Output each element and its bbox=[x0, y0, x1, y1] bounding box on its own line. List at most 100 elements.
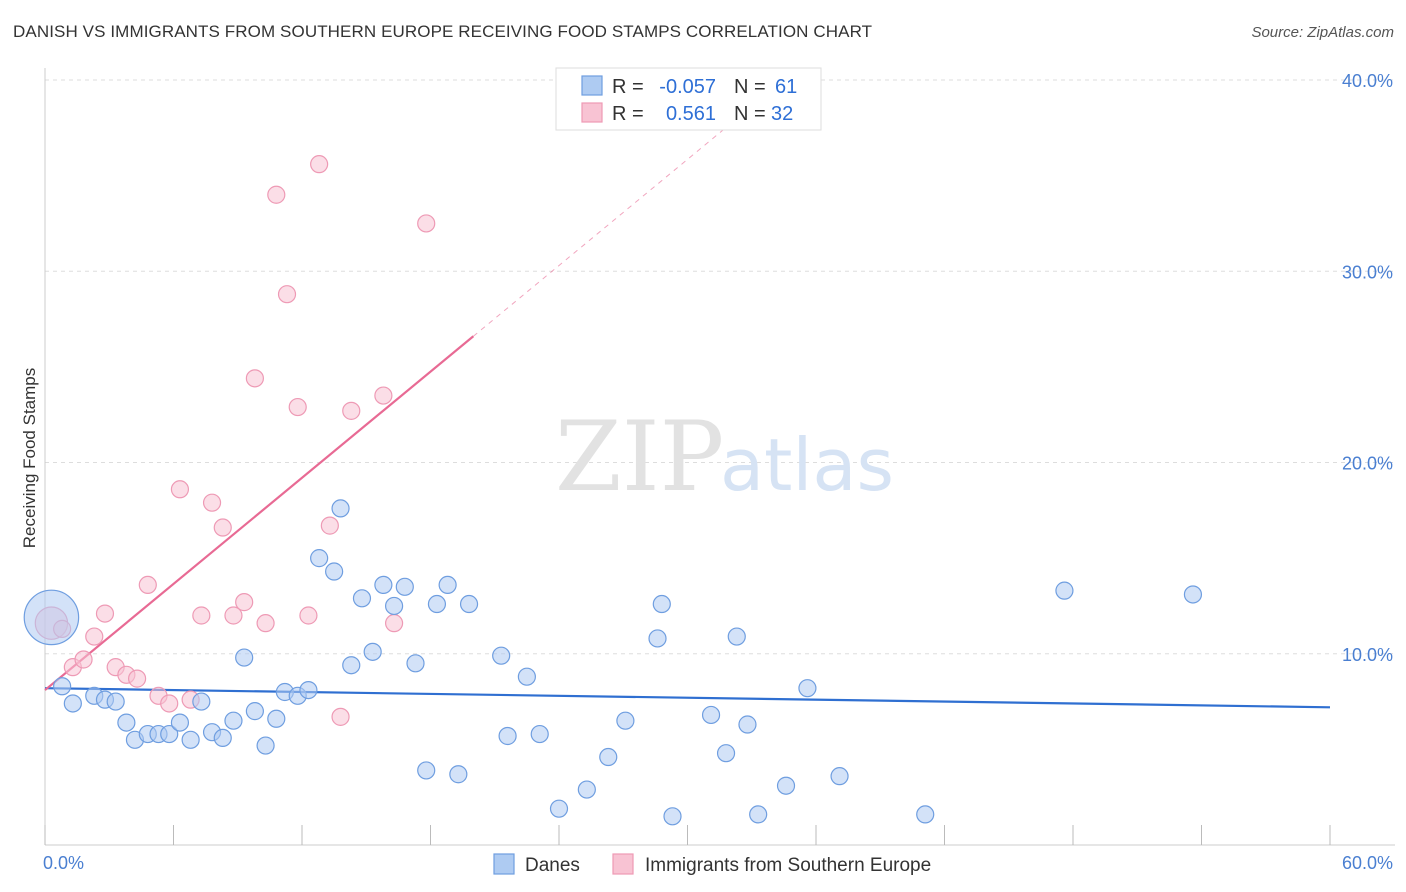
imm-point-16 bbox=[213, 518, 232, 537]
y-axis-label: Receiving Food Stamps bbox=[20, 368, 39, 548]
imm-point-18 bbox=[235, 593, 254, 612]
stats-n-label-1: N = bbox=[734, 76, 766, 98]
watermark-atlas: atlas bbox=[720, 423, 894, 507]
imm-point-17 bbox=[224, 606, 243, 625]
danes-point-18 bbox=[245, 702, 264, 721]
imm-point-28 bbox=[342, 401, 361, 420]
danes-point-19 bbox=[256, 736, 275, 755]
y-tick-label-0: 10.0% bbox=[1342, 645, 1393, 665]
danes-point-57 bbox=[830, 767, 849, 786]
axes bbox=[44, 68, 1395, 846]
stats-r-value-2: 0.561 bbox=[666, 103, 716, 125]
danes-point-1 bbox=[53, 677, 72, 696]
danes-point-44 bbox=[577, 780, 596, 799]
danes-point-35 bbox=[427, 594, 447, 614]
imm-point-21 bbox=[267, 185, 286, 204]
danes-point-2 bbox=[63, 694, 82, 713]
stats-n-label-2: N = bbox=[734, 103, 766, 125]
x-tick-label-0: 0.0% bbox=[43, 853, 84, 873]
danes-point-11 bbox=[170, 713, 190, 732]
imm-point-12 bbox=[170, 480, 190, 499]
imm-point-19 bbox=[245, 369, 264, 388]
legend-imm-label: Immigrants from Southern Europe bbox=[645, 855, 931, 876]
imm-trend-extension bbox=[473, 97, 763, 337]
danes-point-47 bbox=[648, 629, 667, 648]
imm-point-27 bbox=[331, 707, 350, 726]
danes-point-17 bbox=[235, 648, 254, 667]
danes-point-42 bbox=[530, 724, 549, 744]
x-tick-labels: 0.0% 60.0% bbox=[43, 853, 1393, 873]
danes-point-30 bbox=[374, 575, 393, 595]
danes-point-34 bbox=[417, 761, 436, 780]
legend-danes-swatch bbox=[493, 853, 515, 875]
stats-n-value-1: 61 bbox=[775, 76, 797, 98]
danes-point-23 bbox=[299, 680, 318, 700]
danes-point-33 bbox=[406, 654, 425, 673]
danes-point-20 bbox=[267, 709, 286, 728]
imm-point-8 bbox=[127, 669, 147, 688]
imm-point-22 bbox=[277, 285, 297, 304]
imm-point-4 bbox=[85, 627, 104, 646]
watermark: ZIP atlas bbox=[555, 401, 894, 513]
danes-point-51 bbox=[716, 744, 736, 763]
danes-trend-line bbox=[44, 687, 1331, 709]
danes-point-40 bbox=[498, 726, 517, 746]
imm-point-29 bbox=[374, 386, 393, 405]
danes-point-58 bbox=[916, 805, 935, 824]
danes-point-27 bbox=[342, 656, 361, 675]
x-tick-label-1: 60.0% bbox=[1342, 853, 1393, 873]
imm-point-23 bbox=[288, 397, 307, 417]
danes-point-15 bbox=[213, 728, 232, 748]
bottom-legend: Danes Immigrants from Southern Europe bbox=[493, 853, 931, 876]
danes-point-54 bbox=[749, 805, 768, 824]
chart-title: DANISH VS IMMIGRANTS FROM SOUTHERN EUROP… bbox=[13, 22, 873, 41]
danes-point-29 bbox=[363, 642, 382, 661]
data-points bbox=[23, 155, 1203, 826]
imm-point-31 bbox=[417, 214, 436, 233]
danes-point-49 bbox=[652, 594, 671, 614]
danes-point-46 bbox=[616, 711, 635, 730]
stats-r-label-2: R = bbox=[612, 103, 644, 125]
imm-point-20 bbox=[256, 614, 275, 633]
danes-point-37 bbox=[449, 765, 468, 784]
legend-imm-swatch bbox=[612, 853, 634, 875]
watermark-zip: ZIP bbox=[555, 401, 724, 513]
stats-r-label-1: R = bbox=[612, 76, 644, 98]
danes-point-10 bbox=[160, 724, 179, 744]
danes-point-41 bbox=[517, 667, 536, 686]
imm-point-3 bbox=[74, 650, 93, 669]
danes-point-36 bbox=[438, 575, 457, 595]
danes-point-12 bbox=[181, 730, 200, 749]
danes-point-53 bbox=[738, 715, 757, 734]
danes-point-52 bbox=[727, 627, 746, 646]
danes-point-26 bbox=[331, 499, 350, 518]
danes-point-55 bbox=[776, 776, 796, 795]
imm-point-14 bbox=[192, 606, 211, 625]
imm-point-30 bbox=[384, 614, 404, 633]
danes-point-50 bbox=[701, 705, 721, 725]
imm-point-5 bbox=[95, 604, 115, 623]
danes-point-38 bbox=[459, 594, 479, 614]
grid bbox=[45, 79, 1395, 655]
imm-point-24 bbox=[299, 606, 318, 625]
danes-point-45 bbox=[599, 747, 618, 767]
danes-point-16 bbox=[224, 711, 243, 730]
imm-point-26 bbox=[320, 516, 339, 535]
stats-r-value-1: -0.057 bbox=[659, 76, 716, 98]
danes-point-56 bbox=[798, 679, 817, 698]
stats-n-value-2: 32 bbox=[771, 103, 793, 125]
imm-point-11 bbox=[160, 694, 179, 713]
y-tick-label-3: 40.0% bbox=[1342, 71, 1393, 91]
y-tick-label-1: 20.0% bbox=[1342, 454, 1393, 474]
danes-point-28 bbox=[352, 589, 372, 608]
trend-lines bbox=[44, 97, 1331, 709]
stats-legend: R = -0.057 N = 61 R = 0.561 N = 32 bbox=[555, 67, 822, 131]
danes-point-5 bbox=[106, 692, 125, 711]
danes-point-31 bbox=[384, 596, 404, 616]
stats-legend-danes-swatch bbox=[581, 75, 603, 96]
danes-point-0 bbox=[23, 589, 80, 646]
danes-point-59 bbox=[1055, 581, 1074, 600]
imm-point-9 bbox=[138, 575, 157, 595]
imm-point-15 bbox=[202, 493, 222, 512]
